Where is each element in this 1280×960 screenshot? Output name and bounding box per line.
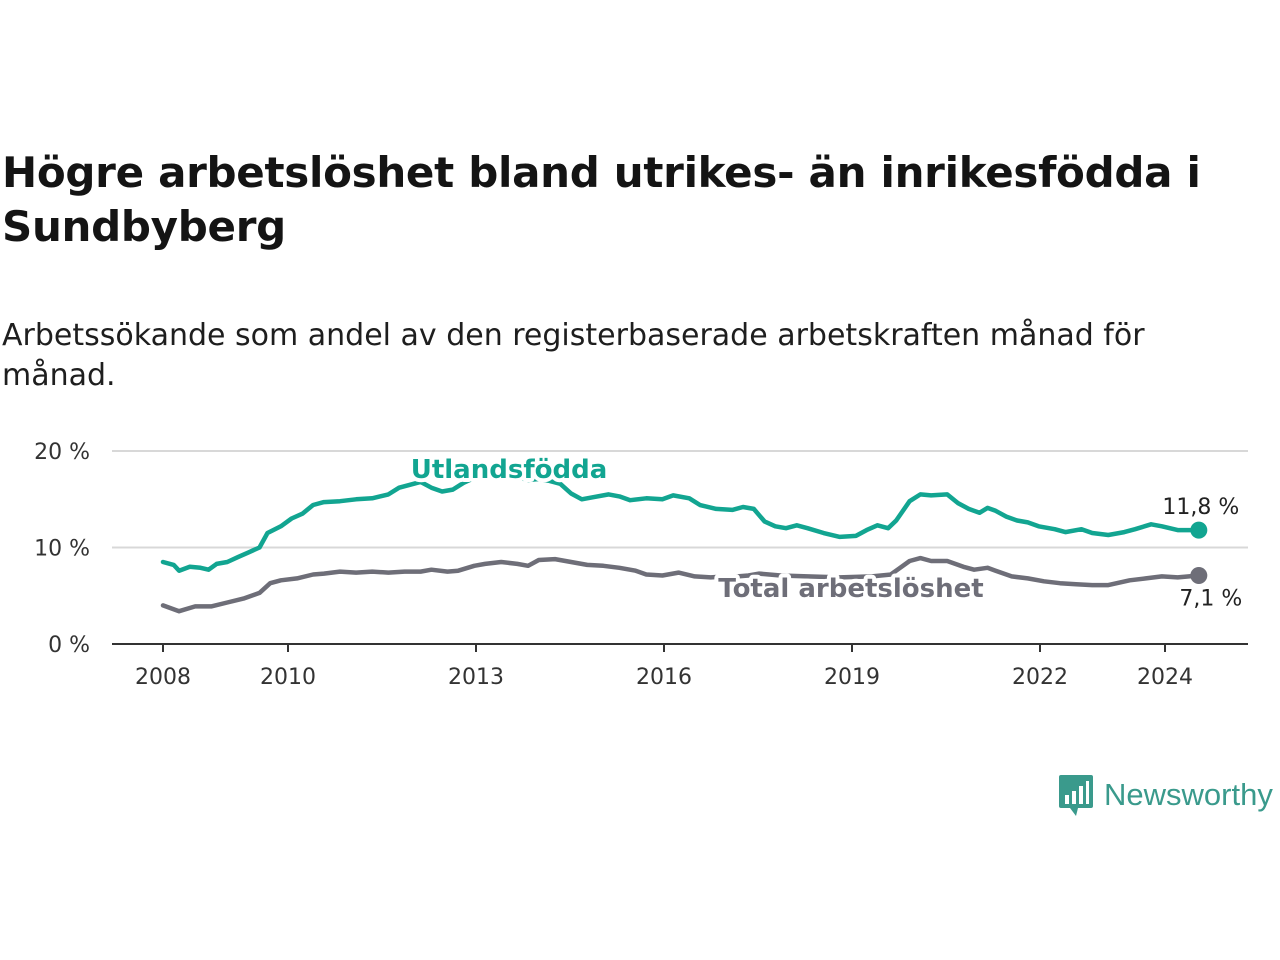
end-point-marker bbox=[1190, 566, 1208, 584]
brand-name: Newsworthy bbox=[1104, 777, 1273, 812]
x-tick-label: 2024 bbox=[1137, 665, 1193, 690]
y-tick-label: 20 % bbox=[34, 440, 90, 465]
newsworthy-logo-icon bbox=[1059, 775, 1093, 816]
x-tick-label: 2019 bbox=[824, 665, 880, 690]
series-line-utlandsfodda bbox=[160, 471, 1202, 573]
x-tick-label: 2016 bbox=[636, 665, 692, 690]
x-axis-ticks: 2008 2010 2013 2016 2019 2022 2024 bbox=[135, 644, 1193, 690]
annotation-halo: Total arbetslöshet bbox=[718, 574, 983, 604]
end-point-marker bbox=[1190, 521, 1208, 539]
gridlines bbox=[112, 450, 1248, 549]
chart-subtitle: Arbetssökande som andel av den registerb… bbox=[2, 318, 1145, 393]
series-lines bbox=[160, 471, 1202, 614]
series-line-total bbox=[160, 555, 1202, 614]
newsworthy-logo: Newsworthy bbox=[1058, 772, 1273, 818]
end-value-label: 7,1 % bbox=[1179, 586, 1242, 611]
annotation-utlandsfodda: Utlandsfödda bbox=[411, 455, 608, 485]
x-tick-label: 2008 bbox=[135, 665, 191, 690]
chart-title: Högre arbetslöshet bland utrikes- än inr… bbox=[2, 148, 1201, 251]
y-tick-label: 0 % bbox=[48, 633, 90, 658]
end-value-label: 11,8 % bbox=[1162, 495, 1239, 520]
annotation-total-arbetsloshet: Total arbetslöshet bbox=[718, 574, 983, 604]
x-tick-label: 2013 bbox=[448, 665, 504, 690]
annotation-halo: Utlandsfödda bbox=[411, 455, 608, 485]
line-chart: 0 % 10 % 20 % 11,8 % 7,1 % UtlandsföddaUtla… bbox=[34, 440, 1248, 690]
x-tick-label: 2022 bbox=[1012, 665, 1068, 690]
y-axis-ticks: 0 % 10 % 20 % bbox=[34, 440, 90, 658]
y-tick-label: 10 % bbox=[34, 537, 90, 562]
end-markers: 11,8 % 7,1 % bbox=[1162, 495, 1242, 611]
x-tick-label: 2010 bbox=[260, 665, 316, 690]
